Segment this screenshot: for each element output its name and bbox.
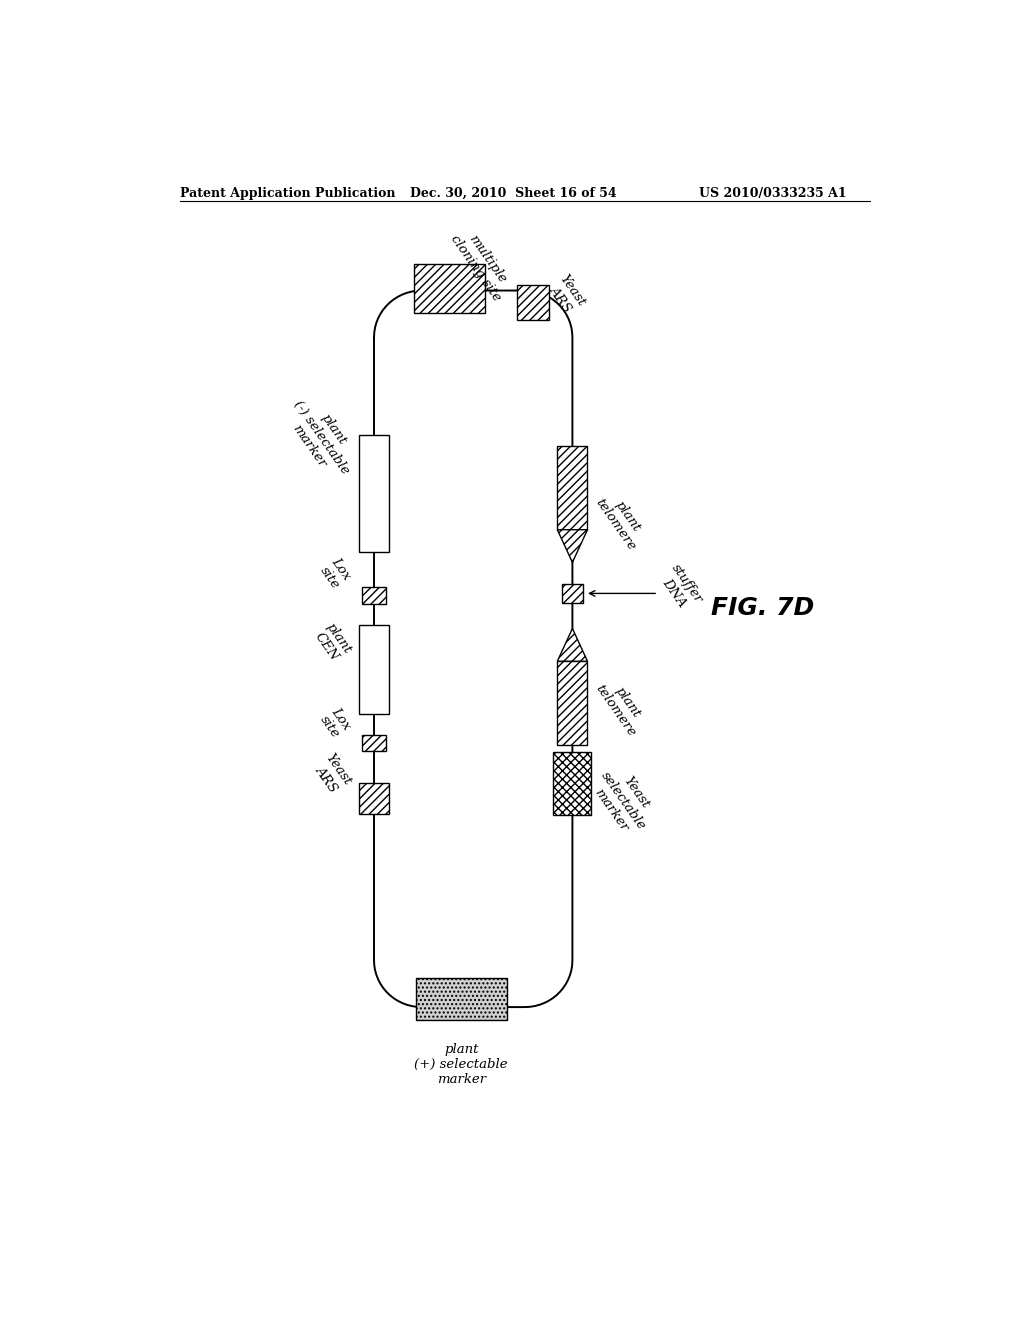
- Bar: [562, 585, 583, 602]
- Bar: [359, 624, 389, 714]
- Text: multiple
cloning site: multiple cloning site: [447, 223, 515, 304]
- Text: Yeast
selectable
marker: Yeast selectable marker: [587, 762, 660, 841]
- Text: Yeast
ARS: Yeast ARS: [310, 751, 353, 796]
- Bar: [557, 661, 588, 746]
- Bar: [362, 587, 386, 603]
- Text: stuffer
DNA: stuffer DNA: [656, 562, 705, 615]
- Bar: [416, 978, 507, 1020]
- Polygon shape: [557, 529, 588, 562]
- Bar: [414, 264, 485, 313]
- Text: Patent Application Publication: Patent Application Publication: [179, 187, 395, 199]
- Polygon shape: [557, 628, 588, 661]
- Text: plant
telomere: plant telomere: [593, 673, 650, 739]
- Text: FIG. 7D: FIG. 7D: [712, 595, 814, 619]
- Bar: [517, 285, 549, 319]
- Text: plant
CEN: plant CEN: [311, 620, 353, 664]
- Text: Lox
site: Lox site: [316, 556, 353, 591]
- Bar: [553, 752, 592, 814]
- Bar: [359, 436, 389, 552]
- Text: Dec. 30, 2010  Sheet 16 of 54: Dec. 30, 2010 Sheet 16 of 54: [410, 187, 616, 199]
- Text: plant
(-) selectable
marker: plant (-) selectable marker: [279, 389, 364, 486]
- Text: US 2010/0333235 A1: US 2010/0333235 A1: [699, 187, 847, 199]
- Text: Lox
site: Lox site: [316, 705, 353, 741]
- Bar: [359, 784, 389, 814]
- Text: plant
telomere: plant telomere: [593, 488, 650, 553]
- Bar: [557, 446, 588, 529]
- Text: Yeast
ARS: Yeast ARS: [545, 272, 589, 318]
- Bar: [362, 735, 386, 751]
- Text: plant
(+) selectable
marker: plant (+) selectable marker: [415, 1043, 508, 1085]
